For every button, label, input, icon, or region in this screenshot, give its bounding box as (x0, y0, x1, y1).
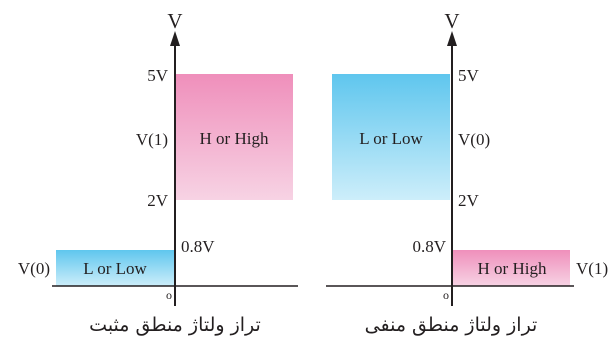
axis-arrow-icon (447, 31, 457, 46)
tick-5v: 5V (458, 66, 480, 85)
axis-label: V (167, 9, 182, 33)
tick-v1: V(1) (136, 130, 168, 149)
low-region-label: L or Low (83, 259, 147, 278)
origin-label: o (166, 288, 172, 302)
negative-logic-panel: V 5V V(0) 2V 0.8V V(1) o L or Low H or H… (326, 9, 608, 336)
axis-label: V (444, 9, 459, 33)
tick-2v: 2V (458, 191, 480, 210)
tick-v0: V(0) (18, 259, 50, 278)
low-region (332, 74, 450, 200)
tick-0-8v: 0.8V (181, 237, 215, 256)
caption: تراز ولتاژ منطق مثبت (89, 314, 261, 336)
low-region (56, 250, 175, 286)
high-region (175, 74, 293, 200)
tick-2v: 2V (147, 191, 169, 210)
high-region (452, 250, 570, 286)
low-region-label: L or Low (359, 129, 423, 148)
tick-5v: 5V (147, 66, 169, 85)
tick-v1: V(1) (576, 259, 608, 278)
axis-arrow-icon (170, 31, 180, 46)
tick-v0: V(0) (458, 130, 490, 149)
tick-0-8v: 0.8V (412, 237, 446, 256)
caption: تراز ولتاژ منطق منفی (365, 314, 538, 336)
positive-logic-panel: V 5V V(1) 2V 0.8V V(0) o H or High L or … (18, 9, 298, 336)
high-region-label: H or High (200, 129, 269, 148)
high-region-label: H or High (478, 259, 547, 278)
origin-label: o (443, 288, 449, 302)
